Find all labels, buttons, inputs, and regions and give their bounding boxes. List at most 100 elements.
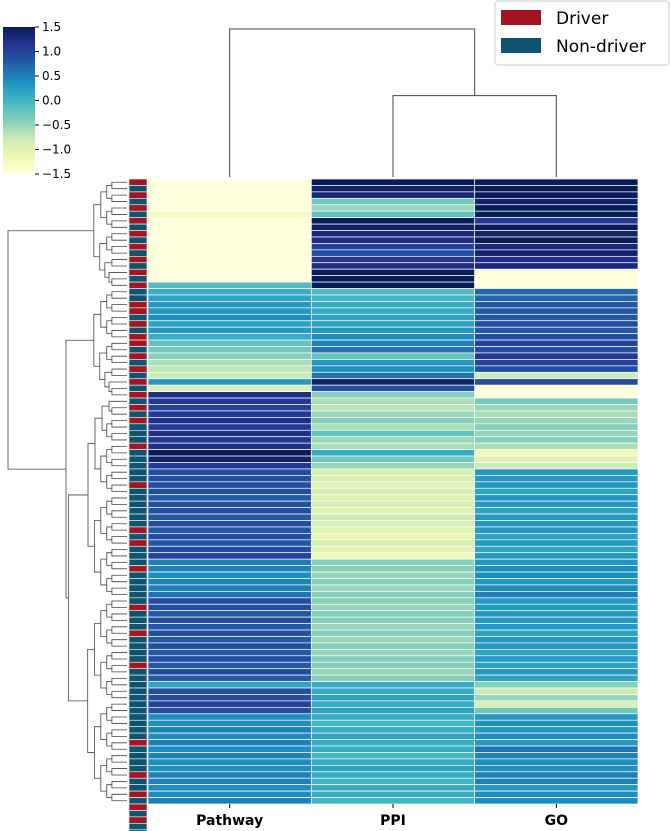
row-color-cell: [128, 526, 148, 534]
row-color-cell: [128, 436, 148, 444]
heatmap-cell: [310, 230, 476, 238]
heatmap-cell: [147, 378, 312, 386]
heatmap-cell: [474, 616, 639, 624]
heatmap-cell: [474, 378, 639, 386]
heatmap: [147, 178, 639, 805]
heatmap-cell: [147, 732, 312, 740]
heatmap-cell: [310, 404, 476, 412]
heatmap-cell: [474, 726, 639, 734]
row-color-cell: [128, 603, 148, 612]
heatmap-cell: [147, 475, 312, 483]
heatmap-cell: [474, 333, 639, 341]
heatmap-cell: [147, 391, 312, 399]
colorbar-tick-label: 1.5: [42, 20, 61, 34]
dendrogram-link: [111, 561, 127, 570]
row-color-cell: [128, 513, 148, 521]
heatmap-cell: [310, 591, 476, 599]
row-color-cell: [128, 391, 148, 399]
heatmap-cell: [147, 513, 312, 521]
row-color-cell: [128, 288, 148, 296]
heatmap-cell: [310, 681, 476, 689]
heatmap-cell: [474, 668, 639, 676]
row-color-cell: [128, 262, 148, 270]
row-color-cell: [128, 326, 148, 334]
colorbar-tick-label: −1.0: [42, 143, 71, 157]
dendrogram-link: [111, 729, 127, 737]
heatmap-cell: [310, 584, 476, 592]
row-color-cell: [128, 455, 148, 463]
dendrogram-link: [100, 507, 107, 534]
heatmap-cell: [147, 533, 312, 541]
heatmap-cell: [310, 475, 476, 483]
heatmap-cell: [310, 417, 476, 425]
heatmap-cell: [474, 507, 639, 515]
heatmap-cell: [474, 713, 639, 721]
row-color-cell: [128, 558, 148, 566]
row-color-cell: [128, 629, 148, 637]
heatmap-cell: [474, 397, 639, 405]
heatmap-cell: [147, 359, 312, 367]
heatmap-cell: [147, 417, 312, 425]
heatmap-cell: [147, 262, 312, 270]
heatmap-cell: [310, 249, 476, 257]
dendrogram-link: [106, 474, 112, 489]
dendrogram-link: [100, 764, 107, 792]
heatmap-cell: [310, 178, 476, 186]
row-color-cell: [128, 230, 148, 238]
row-color-cell: [128, 758, 148, 766]
heatmap-cell: [147, 352, 312, 360]
heatmap-cell: [474, 371, 639, 380]
row-color-cell: [128, 571, 148, 579]
row-color-cell: [128, 687, 148, 695]
dendrogram-link: [111, 574, 127, 583]
dendrogram-link: [106, 706, 112, 721]
dendrogram-link: [111, 368, 127, 376]
dendrogram-link: [111, 497, 127, 505]
heatmap-cell: [474, 758, 639, 766]
heatmap-cell: [310, 745, 476, 753]
heatmap-cell: [474, 352, 639, 360]
row-color-cell: [128, 339, 148, 347]
heatmap-cell: [147, 326, 312, 334]
heatmap-cell: [474, 455, 639, 463]
heatmap-cell: [310, 185, 476, 193]
row-color-cell: [128, 462, 148, 470]
heatmap-cell: [147, 178, 312, 186]
heatmap-cell: [147, 674, 312, 682]
heatmap-cell: [474, 603, 639, 612]
dendrogram-link: [87, 443, 95, 547]
heatmap-cell: [147, 236, 312, 244]
dendrogram-link: [93, 726, 101, 779]
heatmap-cell: [147, 616, 312, 624]
dendrogram-link: [111, 420, 127, 428]
dendrogram-link: [111, 471, 127, 480]
row-color-cell: [128, 314, 148, 322]
row-color-cell: [128, 320, 148, 328]
row-color-cell: [128, 739, 148, 747]
row-color-cell: [128, 803, 148, 811]
legend-swatch: [501, 10, 541, 25]
heatmap-cell: [474, 694, 639, 702]
heatmap-cell: [310, 307, 476, 315]
row-color-cell: [128, 475, 148, 483]
heatmap-cell: [310, 301, 476, 309]
dendrogram-link: [111, 278, 127, 286]
heatmap-cell: [147, 320, 312, 328]
heatmap-cell: [147, 668, 312, 676]
heatmap-cell: [310, 462, 476, 470]
row-color-cell: [128, 829, 148, 831]
dendrogram-link: [93, 520, 101, 573]
dendrogram-link: [111, 626, 127, 634]
heatmap-cell: [474, 191, 639, 199]
heatmap-cell: [310, 494, 476, 502]
legend-label: Non-driver: [556, 37, 646, 57]
heatmap-cell: [147, 365, 312, 373]
heatmap-cell: [474, 262, 639, 270]
heatmap-cell: [147, 197, 312, 206]
dendrogram-link: [111, 549, 127, 557]
row-color-cell: [128, 765, 148, 773]
dendrogram-link: [111, 259, 127, 267]
row-color-cell: [128, 275, 148, 283]
heatmap-cell: [474, 230, 639, 238]
heatmap-cell: [474, 500, 639, 508]
